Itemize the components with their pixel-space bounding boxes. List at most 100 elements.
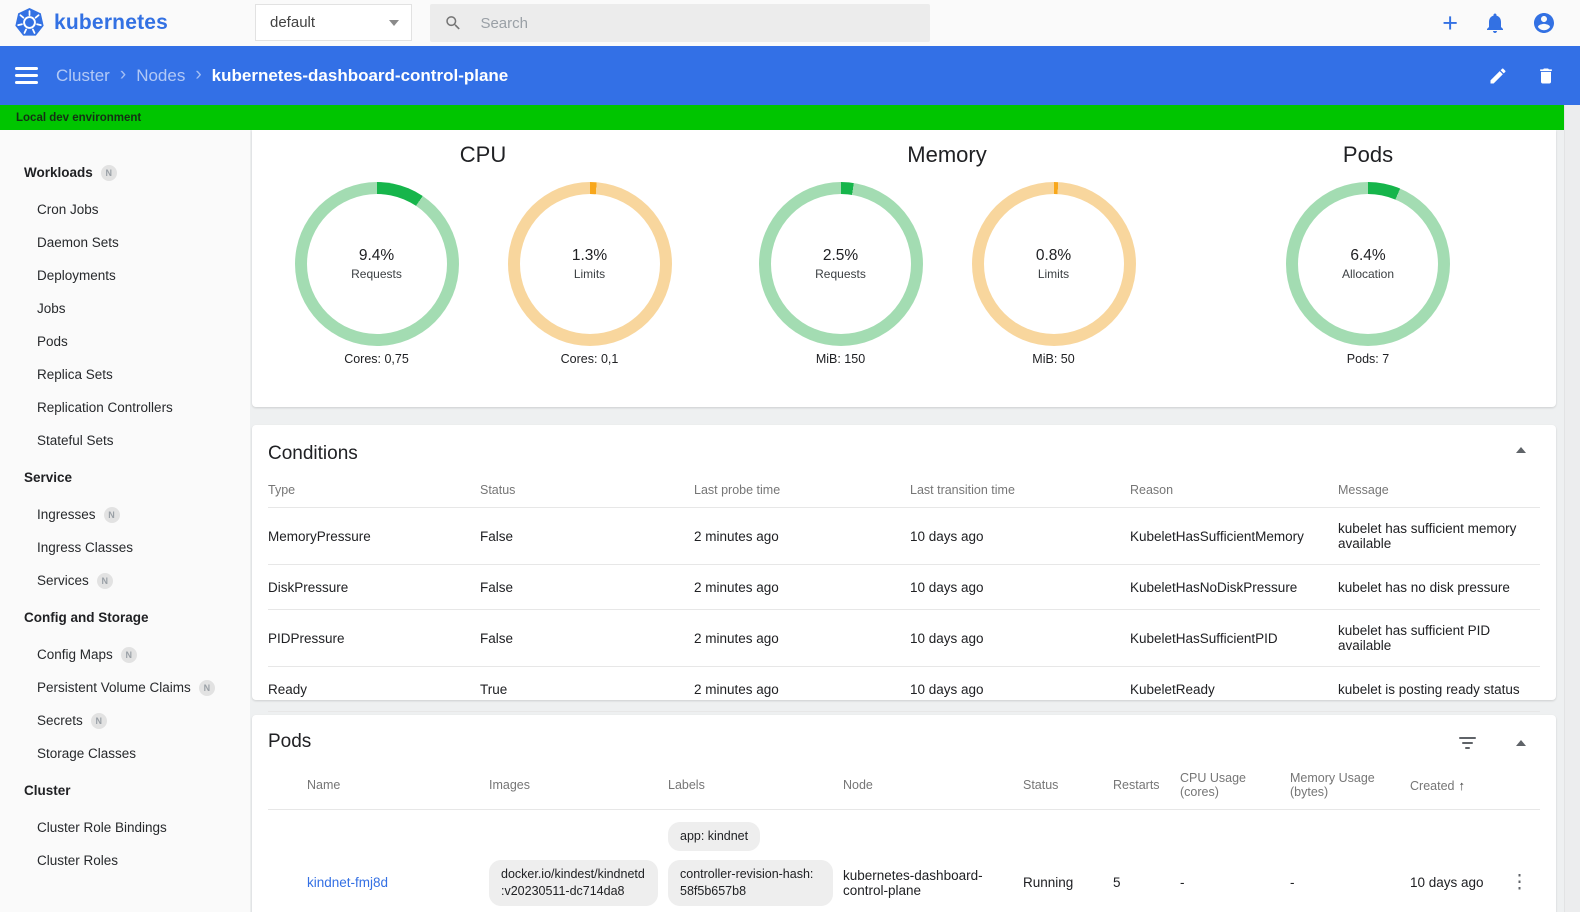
cell-probe: 2 minutes ago (694, 666, 910, 712)
menu-hamburger-icon[interactable] (15, 63, 38, 88)
sidebar-item-config-maps[interactable]: Config Maps N (0, 638, 250, 671)
cell-status: Running (1023, 809, 1113, 912)
donut-ring: 0.8% Limits (971, 182, 1136, 346)
item-label: Ingress Classes (37, 540, 134, 555)
col-header-memory-usage: Memory Usage (bytes) (1290, 771, 1375, 799)
donut-metric: Limits (1037, 267, 1070, 281)
donut-metric: Requests (351, 267, 402, 281)
sidebar-item-pods[interactable]: Pods (0, 325, 250, 358)
sidebar-section-service[interactable]: Service (0, 457, 250, 498)
notifications-bell-icon[interactable] (1483, 11, 1507, 35)
sidebar-item-cluster-roles[interactable]: Cluster Roles (0, 844, 250, 877)
sidebar-item-jobs[interactable]: Jobs (0, 292, 250, 325)
col-header-name[interactable]: Name (307, 778, 341, 792)
environment-banner: Local dev environment (0, 105, 1580, 130)
donut-footer: Cores: 0,1 (560, 352, 619, 366)
table-row: DiskPressure False 2 minutes ago 10 days… (268, 564, 1540, 610)
search-input[interactable] (480, 14, 916, 32)
create-new-resource-button[interactable]: + (1442, 7, 1458, 38)
label-chip: controller-revision-hash: 58f5b657b8 (668, 859, 833, 906)
sidebar-item-stateful-sets[interactable]: Stateful Sets (0, 424, 250, 457)
cell-message: kubelet is posting ready status (1338, 666, 1540, 712)
sidebar-section-cluster[interactable]: Cluster (0, 770, 250, 811)
table-row: Ready True 2 minutes ago 10 days ago Kub… (268, 666, 1540, 712)
cell-type: DiskPressure (268, 564, 480, 610)
col-header-status-dot (268, 753, 307, 810)
chart-title-pods: Pods (1342, 142, 1394, 167)
sidebar-item-storage-classes[interactable]: Storage Classes (0, 737, 250, 770)
sidebar-item-replication-controllers[interactable]: Replication Controllers (0, 391, 250, 424)
image-chip: docker.io/kindest/kindnetd:v20230511-dc7… (489, 859, 658, 906)
sidebar-section-workloads[interactable]: Workloads N (0, 152, 250, 193)
cell-probe: 2 minutes ago (694, 564, 910, 610)
chart-title-memory: Memory (907, 142, 987, 167)
section-label: Config and Storage (24, 610, 149, 625)
col-header-created[interactable]: Created ↑ (1410, 753, 1510, 810)
namespace-selector[interactable]: default (255, 4, 412, 41)
delete-trash-icon[interactable] (1536, 66, 1556, 86)
edit-pencil-icon[interactable] (1488, 66, 1508, 86)
namespaced-badge: N (120, 646, 137, 663)
cell-reason: KubeletHasNoDiskPressure (1130, 564, 1338, 610)
sidebar-item-cron-jobs[interactable]: Cron Jobs (0, 193, 250, 226)
col-header-type: Type (268, 483, 296, 497)
col-header-images: Images (489, 778, 530, 792)
sort-asc-icon: ↑ (1458, 777, 1465, 793)
sidebar-item-ingresses[interactable]: Ingresses N (0, 498, 250, 531)
breadcrumb: Cluster › Nodes › kubernetes-dashboard-c… (56, 65, 508, 86)
col-header-reason: Reason (1130, 483, 1174, 497)
row-menu-kebab-icon[interactable]: ⋮ (1510, 872, 1529, 894)
sidebar-item-ingress-classes[interactable]: Ingress Classes (0, 531, 250, 564)
item-label: Cluster Role Bindings (37, 820, 167, 835)
pods-allocation-donut: 6.4% Allocation Pods: 7 (1286, 182, 1450, 366)
donut-footer: Cores: 0,75 (344, 352, 409, 366)
sidebar-item-services[interactable]: Services N (0, 564, 250, 597)
pods-title: Pods (268, 731, 312, 752)
cell-cpu-usage: - (1180, 809, 1290, 912)
sidebar-item-replica-sets[interactable]: Replica Sets (0, 358, 250, 391)
label-chip: app: kindnet (668, 822, 761, 851)
cell-transition: 10 days ago (910, 666, 1130, 712)
cpu-requests-donut: 9.4% Requests Cores: 0,75 (294, 182, 459, 366)
cell-memory-usage: - (1290, 809, 1410, 912)
sidebar-section-config-storage[interactable]: Config and Storage (0, 597, 250, 638)
page-title: kubernetes-dashboard-control-plane (211, 65, 509, 85)
sidebar-item-daemon-sets[interactable]: Daemon Sets (0, 226, 250, 259)
sidebar-item-persistent-volume-claims[interactable]: Persistent Volume Claims N (0, 671, 250, 704)
cell-reason: KubeletHasSufficientPID (1130, 609, 1338, 667)
memory-chart-group: Memory 2.5% Requests MiB: 150 0.8% (714, 142, 1180, 407)
namespaced-badge: N (90, 712, 107, 729)
pod-name-link[interactable]: kindnet-fmj8d (307, 875, 389, 891)
item-label: Pods (37, 334, 68, 349)
chart-title-cpu: CPU (459, 142, 507, 167)
breadcrumb-cluster[interactable]: Cluster (56, 65, 110, 85)
scrollbar[interactable] (1564, 105, 1580, 912)
conditions-table: Type Status Last probe time Last transit… (268, 465, 1540, 712)
cell-transition: 10 days ago (910, 564, 1130, 610)
cpu-chart-group: CPU 9.4% Requests Cores: 0,75 1.3% (252, 142, 714, 407)
account-circle-icon[interactable] (1532, 11, 1556, 35)
cell-status: True (480, 666, 694, 712)
donut-footer: MiB: 50 (1032, 352, 1075, 366)
sidebar-item-secrets[interactable]: Secrets N (0, 704, 250, 737)
donut-ring: 1.3% Limits (507, 182, 672, 346)
col-header-restarts: Restarts (1113, 778, 1160, 792)
collapse-chevron-icon[interactable] (1516, 740, 1526, 746)
namespaced-badge: N (100, 164, 117, 181)
donut-metric: Allocation (1341, 267, 1395, 281)
item-label: Config Maps (37, 647, 113, 662)
breadcrumb-nodes[interactable]: Nodes (136, 65, 186, 85)
collapse-chevron-icon[interactable] (1516, 447, 1526, 453)
namespace-value: default (270, 14, 316, 31)
sidebar-item-cluster-role-bindings[interactable]: Cluster Role Bindings (0, 811, 250, 844)
col-header-labels: Labels (668, 778, 705, 792)
namespaced-badge: N (198, 679, 215, 696)
filter-icon[interactable] (1459, 737, 1476, 749)
cell-probe: 2 minutes ago (694, 507, 910, 565)
kubernetes-logo[interactable]: kubernetes (14, 7, 168, 38)
col-header-status: Status (1023, 778, 1059, 792)
app-bar: Cluster › Nodes › kubernetes-dashboard-c… (0, 46, 1580, 105)
sidebar-item-deployments[interactable]: Deployments (0, 259, 250, 292)
section-label: Service (24, 470, 73, 485)
search-bar[interactable] (430, 4, 930, 42)
